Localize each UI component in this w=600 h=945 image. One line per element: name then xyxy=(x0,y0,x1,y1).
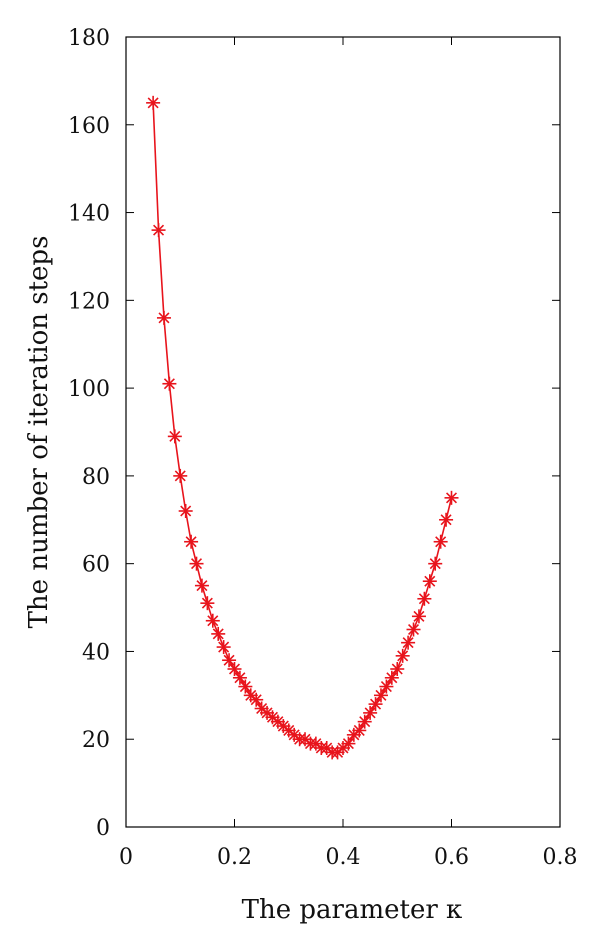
data-point-marker xyxy=(357,714,372,729)
data-point-marker xyxy=(216,640,231,655)
data-point-marker xyxy=(162,376,177,391)
data-point-marker xyxy=(363,705,378,720)
y-tick-label: 80 xyxy=(82,465,110,490)
data-point-marker xyxy=(205,613,220,628)
y-tick-label: 60 xyxy=(82,553,110,578)
y-tick-label: 140 xyxy=(68,202,110,227)
y-tick-label: 0 xyxy=(96,816,110,841)
y-axis-title: The number of iteration steps xyxy=(24,236,54,629)
y-tick-label: 20 xyxy=(82,728,110,753)
data-point-marker xyxy=(173,468,188,483)
data-point-marker xyxy=(146,95,161,110)
data-point-marker xyxy=(227,662,242,676)
data-point-marker xyxy=(379,679,394,694)
data-point-marker xyxy=(395,648,410,663)
series-markers xyxy=(146,95,459,760)
y-tick-labels: 0 20 40 60 80 100 120 140 160 180 xyxy=(68,26,110,841)
data-point-marker xyxy=(211,626,226,641)
x-tick-label: 0.6 xyxy=(434,845,469,870)
y-tick-label: 100 xyxy=(68,377,110,402)
data-point-marker xyxy=(238,679,253,694)
data-point-marker xyxy=(167,429,182,444)
data-point-marker xyxy=(189,556,204,571)
data-point-marker xyxy=(151,223,166,238)
data-point-marker xyxy=(368,697,383,712)
x-tick-label: 0.8 xyxy=(543,845,578,870)
data-point-marker xyxy=(341,736,356,751)
data-point-marker xyxy=(200,596,215,611)
data-point-marker xyxy=(390,662,405,676)
x-tick-labels: 0 0.2 0.4 0.6 0.8 xyxy=(119,845,578,870)
data-point-marker xyxy=(156,310,171,325)
x-axis-title: The parameter κ xyxy=(242,895,463,925)
data-point-marker xyxy=(194,578,209,593)
y-tick-label: 120 xyxy=(68,289,110,314)
data-point-marker xyxy=(401,635,416,650)
x-tick-label: 0.2 xyxy=(217,845,252,870)
y-tick-label: 180 xyxy=(68,26,110,51)
plot-area-frame xyxy=(125,36,561,828)
data-point-marker xyxy=(384,670,399,685)
data-point-marker xyxy=(232,670,247,685)
data-point-marker xyxy=(444,490,459,505)
data-point-marker xyxy=(439,512,454,527)
data-point-marker xyxy=(417,591,432,606)
data-point-marker xyxy=(373,688,388,703)
data-point-marker xyxy=(411,609,426,624)
y-tick-label: 40 xyxy=(82,640,110,665)
data-point-marker xyxy=(222,653,237,668)
data-point-marker xyxy=(184,534,199,549)
data-point-marker xyxy=(428,556,443,571)
data-point-marker xyxy=(422,574,437,589)
data-point-marker xyxy=(352,723,367,738)
series-line xyxy=(152,102,453,754)
y-tick-label: 160 xyxy=(68,114,110,139)
x-tick-label: 0 xyxy=(119,845,133,870)
data-point-marker xyxy=(433,534,448,549)
x-tick-label: 0.4 xyxy=(326,845,361,870)
data-point-marker xyxy=(406,622,421,637)
data-point-marker xyxy=(178,504,193,518)
axis-ticks xyxy=(125,36,561,828)
data-point-marker xyxy=(249,692,264,707)
